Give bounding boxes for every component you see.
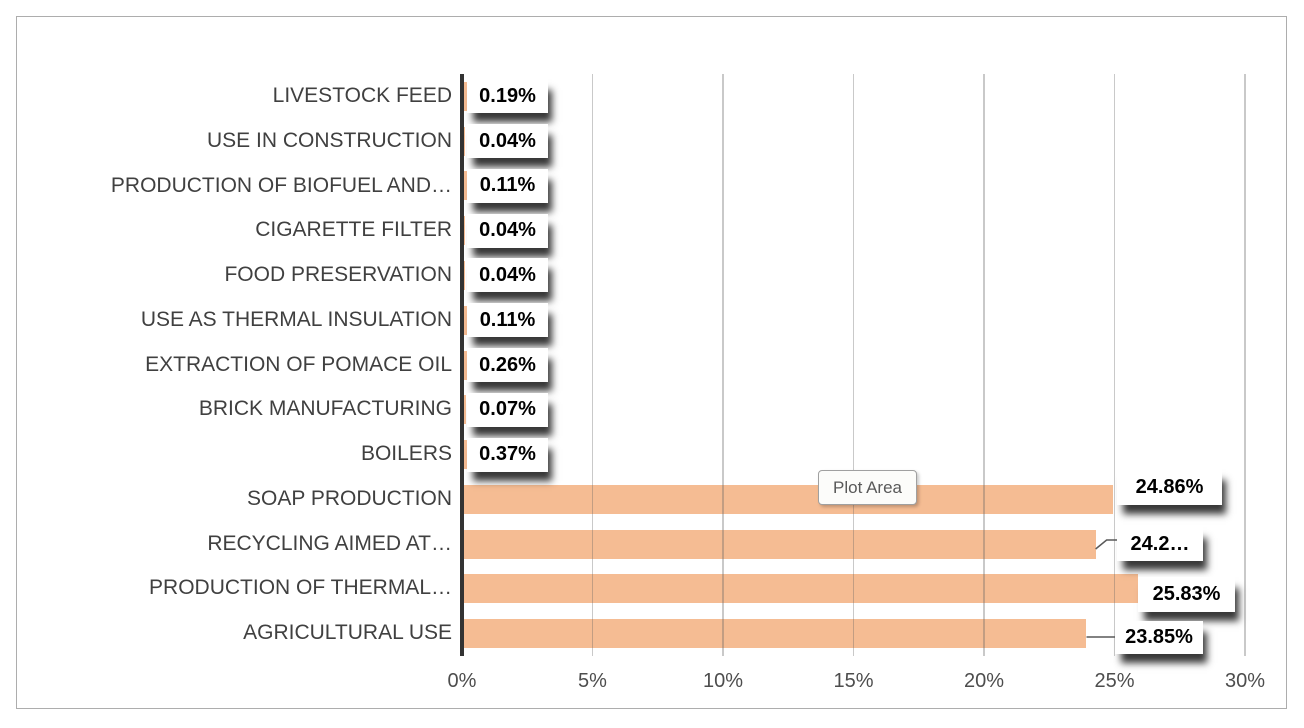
category-label: FOOD PRESERVATION xyxy=(224,263,452,287)
bar[interactable] xyxy=(464,216,466,246)
category-label: AGRICULTURAL USE xyxy=(243,621,452,645)
category-label: LIVESTOCK FEED xyxy=(272,84,452,107)
bar[interactable] xyxy=(464,171,467,201)
bar[interactable] xyxy=(464,81,469,111)
gridline xyxy=(983,74,985,656)
bar[interactable] xyxy=(464,484,1113,514)
data-label[interactable]: 23.85% xyxy=(1115,621,1203,654)
data-label[interactable]: 24.2… xyxy=(1117,527,1203,561)
bar[interactable] xyxy=(464,260,466,290)
category-label: USE IN CONSTRUCTION xyxy=(206,128,452,152)
bar[interactable] xyxy=(464,126,466,156)
data-label[interactable]: 0.11% xyxy=(467,168,548,203)
category-label: PRODUCTION OF BIOFUEL AND… xyxy=(110,173,452,197)
data-label[interactable]: 25.83% xyxy=(1138,577,1235,612)
value-axis-line xyxy=(460,74,464,656)
category-label: CIGARETTE FILTER xyxy=(255,218,452,242)
plot-area-tooltip-label: Plot Area xyxy=(833,477,902,497)
category-label: SOAP PRODUCTION xyxy=(247,486,452,510)
data-label[interactable]: 0.04% xyxy=(467,258,548,293)
plot-area-tooltip: Plot Area xyxy=(818,470,917,505)
category-label: USE AS THERMAL INSULATION xyxy=(140,307,452,331)
data-label[interactable]: 0.26% xyxy=(467,348,548,382)
data-label[interactable]: 0.19% xyxy=(467,79,548,114)
data-label[interactable]: 24.86% xyxy=(1117,469,1222,505)
gridline xyxy=(852,74,855,656)
category-label: BOILERS xyxy=(360,442,452,466)
category-label: PRODUCTION OF THERMAL… xyxy=(149,576,452,600)
bar[interactable] xyxy=(464,529,1096,559)
data-label[interactable]: 0.07% xyxy=(467,392,548,427)
data-label[interactable]: 0.04% xyxy=(467,124,548,159)
gridline xyxy=(722,74,724,656)
bar[interactable] xyxy=(464,305,467,335)
data-label[interactable]: 0.37% xyxy=(467,437,548,472)
x-axis-tick-label: 25% xyxy=(1094,670,1135,692)
x-axis-tick-label: 0% xyxy=(447,670,477,692)
bar[interactable] xyxy=(464,574,1139,604)
gridline xyxy=(1244,74,1246,656)
bar[interactable] xyxy=(464,395,466,425)
x-axis-tick-label: 30% xyxy=(1224,670,1266,692)
category-label: RECYCLING AIMED AT… xyxy=(207,531,452,555)
data-label[interactable]: 0.11% xyxy=(467,303,548,338)
category-label: BRICK MANUFACTURING xyxy=(198,397,452,421)
x-axis-tick-label: 15% xyxy=(833,670,874,692)
bar[interactable] xyxy=(464,619,1087,649)
x-axis-tick-label: 20% xyxy=(963,670,1005,692)
x-axis-tick-label: 5% xyxy=(578,670,607,692)
gridline xyxy=(591,74,594,656)
gridline xyxy=(1113,74,1116,656)
x-axis-tick-label: 10% xyxy=(702,670,744,692)
category-label: EXTRACTION OF POMACE OIL xyxy=(145,352,452,376)
data-label[interactable]: 0.04% xyxy=(467,213,548,248)
